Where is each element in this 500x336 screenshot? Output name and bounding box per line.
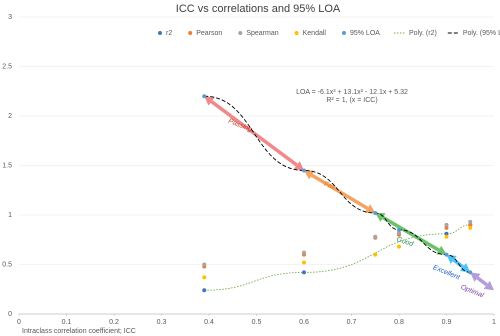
x-tick-label: 0.5 (252, 319, 262, 326)
data-point (373, 252, 378, 257)
x-tick-label: 0.6 (299, 319, 309, 326)
chart-title: ICC vs correlations and 95% LOA (176, 3, 341, 15)
equation: R² = 1, (x = ICC) (326, 97, 377, 104)
data-point (468, 270, 473, 275)
legend-label: 95% LOA (350, 30, 380, 37)
data-point (302, 250, 306, 255)
legend-marker (238, 31, 243, 35)
data-point (202, 94, 207, 99)
arrow-head (460, 263, 471, 273)
data-point (444, 225, 449, 230)
x-tick-label: 0.1 (62, 319, 72, 326)
data-point (444, 222, 449, 227)
data-point (373, 211, 378, 216)
zone-label: Excellent (432, 264, 462, 282)
x-tick-label: 0.9 (442, 319, 452, 326)
legend-marker (294, 31, 299, 35)
legend-marker (188, 31, 193, 35)
x-tick-label: 0.2 (109, 319, 119, 326)
data-point (373, 234, 378, 239)
data-point (468, 219, 473, 224)
x-tick-label: 0.4 (204, 319, 214, 326)
x-axis-label: Intraclass correlation coefficient; ICC (22, 328, 136, 335)
zone-arrow (382, 216, 440, 252)
trendline (204, 224, 471, 291)
data-point (302, 260, 306, 265)
data-point (202, 262, 207, 267)
x-tick-label: 0.3 (157, 319, 167, 326)
arrow-head (293, 161, 304, 171)
data-point (444, 231, 449, 236)
equation: LOA = -6.1x³ + 13.1x² - 12.1x + 5.32 (296, 89, 408, 96)
y-tick-label: 2.5 (2, 63, 12, 70)
arrow-head (446, 254, 457, 265)
zone-label: Fair (323, 181, 337, 192)
y-tick-label: 1.5 (2, 162, 12, 169)
arrow-head (375, 213, 386, 222)
x-tick-label: 0.8 (394, 319, 404, 326)
legend-label: Spearman (246, 30, 278, 37)
arrow-head (436, 245, 447, 255)
data-point (302, 270, 306, 275)
zone-arrow (452, 258, 465, 269)
y-tick-label: 0 (8, 311, 12, 318)
data-point (397, 227, 401, 232)
legend-label: Poly. (95% LOA) (463, 30, 500, 37)
y-tick-label: 2 (8, 113, 12, 120)
data-point (444, 252, 449, 257)
data-point (397, 244, 401, 249)
x-tick-label: 0 (17, 319, 21, 326)
zone-arrow (476, 276, 488, 287)
data-point (202, 288, 207, 293)
legend-marker (341, 31, 346, 35)
y-tick-label: 1 (8, 212, 12, 219)
arrow-head (470, 272, 481, 282)
data-point (302, 168, 306, 173)
arrow-head (483, 280, 494, 291)
x-tick-label: 1 (492, 319, 496, 326)
data-point (468, 222, 473, 227)
arrow-head (204, 96, 215, 106)
arrow-head (364, 204, 376, 214)
legend-label: Kendall (303, 30, 327, 37)
y-tick-label: 3 (8, 14, 12, 21)
data-point (202, 275, 207, 280)
x-tick-label: 0.7 (347, 319, 357, 326)
data-point (397, 230, 401, 235)
zone-arrow (310, 173, 369, 210)
legend-label: Pearson (196, 30, 222, 37)
data-point (468, 225, 473, 230)
legend-label: Poly. (r2) (409, 30, 437, 37)
arrow-head (304, 170, 315, 180)
zone-label: Optimal (460, 284, 485, 300)
legend-label: r2 (166, 30, 172, 37)
zone-arrow (210, 100, 298, 167)
data-point (444, 234, 449, 239)
y-tick-label: 0.5 (2, 261, 12, 268)
legend-marker (158, 31, 162, 35)
